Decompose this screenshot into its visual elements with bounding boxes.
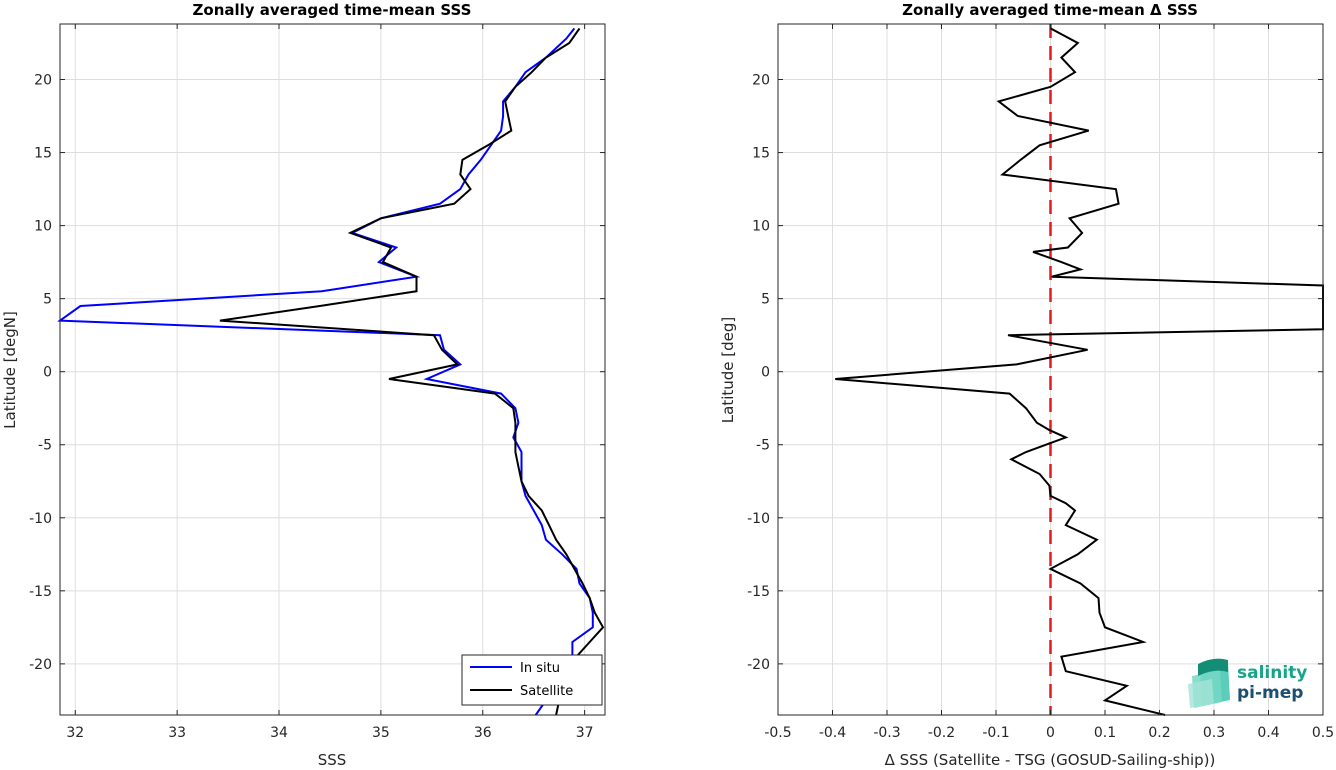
right-x-axis-label: Δ SSS (Satellite - TSG (GOSUD-Sailing-sh… <box>885 751 1216 769</box>
x-tick-label: 0.1 <box>1094 725 1116 741</box>
left-chart-panel: 32 33 34 35 36 37 -20 -15 -10 -5 0 5 10 15 20 Zonally … <box>1 1 606 769</box>
y-tick-label: -10 <box>747 511 770 527</box>
legend-box <box>461 654 603 706</box>
x-tick-label: 35 <box>372 725 390 741</box>
y-tick-label: 20 <box>752 73 770 89</box>
x-tick-label: 0.4 <box>1257 725 1279 741</box>
right-chart-title: Zonally averaged time-mean Δ SSS <box>902 1 1198 19</box>
logo-text-pi-mep: pi-mep <box>1237 683 1303 703</box>
x-tick-label: 0 <box>1046 725 1055 741</box>
right-y-axis-label: Latitude [deg] <box>719 317 737 423</box>
right-chart-panel: -0.5 -0.4 -0.3 -0.2 -0.1 0 0.1 0.2 0.3 0.4 0.5 -20 -… <box>719 1 1334 769</box>
x-tick-label: 0.5 <box>1312 725 1334 741</box>
left-plot-frame <box>59 23 606 716</box>
y-tick-label: -15 <box>29 584 52 600</box>
x-tick-label: -0.4 <box>819 725 846 741</box>
y-tick-label: -20 <box>29 657 52 673</box>
left-series-group <box>57 27 605 716</box>
y-tick-label: -20 <box>747 657 770 673</box>
x-tick-label: -0.3 <box>873 725 900 741</box>
right-series-group <box>835 27 1324 716</box>
x-tick-label: 36 <box>474 725 492 741</box>
x-tick-label: 37 <box>576 725 594 741</box>
right-ticks: -0.5 -0.4 -0.3 -0.2 -0.1 0 0.1 0.2 0.3 0.4 0.5 -20 -… <box>747 24 1334 741</box>
salinity-pi-mep-logo: salinity pi-mep <box>1188 658 1307 708</box>
left-x-axis-label: SSS <box>318 751 347 769</box>
x-tick-label: -0.5 <box>764 725 791 741</box>
x-tick-label: -0.1 <box>982 725 1009 741</box>
y-tick-label: -5 <box>756 438 770 454</box>
x-tick-label: 34 <box>270 725 288 741</box>
x-tick-label: 33 <box>168 725 186 741</box>
y-tick-label: -10 <box>29 511 52 527</box>
y-tick-label: 0 <box>43 365 52 381</box>
legend-label-satellite: Satellite <box>520 684 573 699</box>
left-grid <box>60 24 605 715</box>
left-plot-area <box>60 24 605 715</box>
x-tick-label: 32 <box>66 725 84 741</box>
y-tick-label: 15 <box>34 146 52 162</box>
y-tick-label: 10 <box>752 219 770 235</box>
y-tick-label: 0 <box>761 365 770 381</box>
series-line-satellite <box>219 27 605 716</box>
legend: In situ Satellite <box>461 654 603 706</box>
y-tick-label: 5 <box>43 292 52 308</box>
y-tick-label: 10 <box>34 219 52 235</box>
x-tick-label: 0.2 <box>1148 725 1170 741</box>
left-ticks: 32 33 34 35 36 37 -20 -15 -10 -5 0 5 10 15 20 <box>29 24 605 741</box>
y-tick-label: 15 <box>752 146 770 162</box>
logo-text-salinity: salinity <box>1237 663 1307 683</box>
y-tick-label: 5 <box>761 292 770 308</box>
logo-wave-icon <box>1188 658 1230 708</box>
y-tick-label: -15 <box>747 584 770 600</box>
left-chart-title: Zonally averaged time-mean SSS <box>193 1 472 19</box>
x-tick-label: 0.3 <box>1203 725 1225 741</box>
y-tick-label: 20 <box>34 73 52 89</box>
series-line-delta-sss <box>835 27 1324 716</box>
x-tick-label: -0.2 <box>928 725 955 741</box>
y-tick-label: -5 <box>38 438 52 454</box>
left-y-axis-label: Latitude [degN] <box>1 311 19 429</box>
legend-label-in-situ: In situ <box>520 661 560 676</box>
